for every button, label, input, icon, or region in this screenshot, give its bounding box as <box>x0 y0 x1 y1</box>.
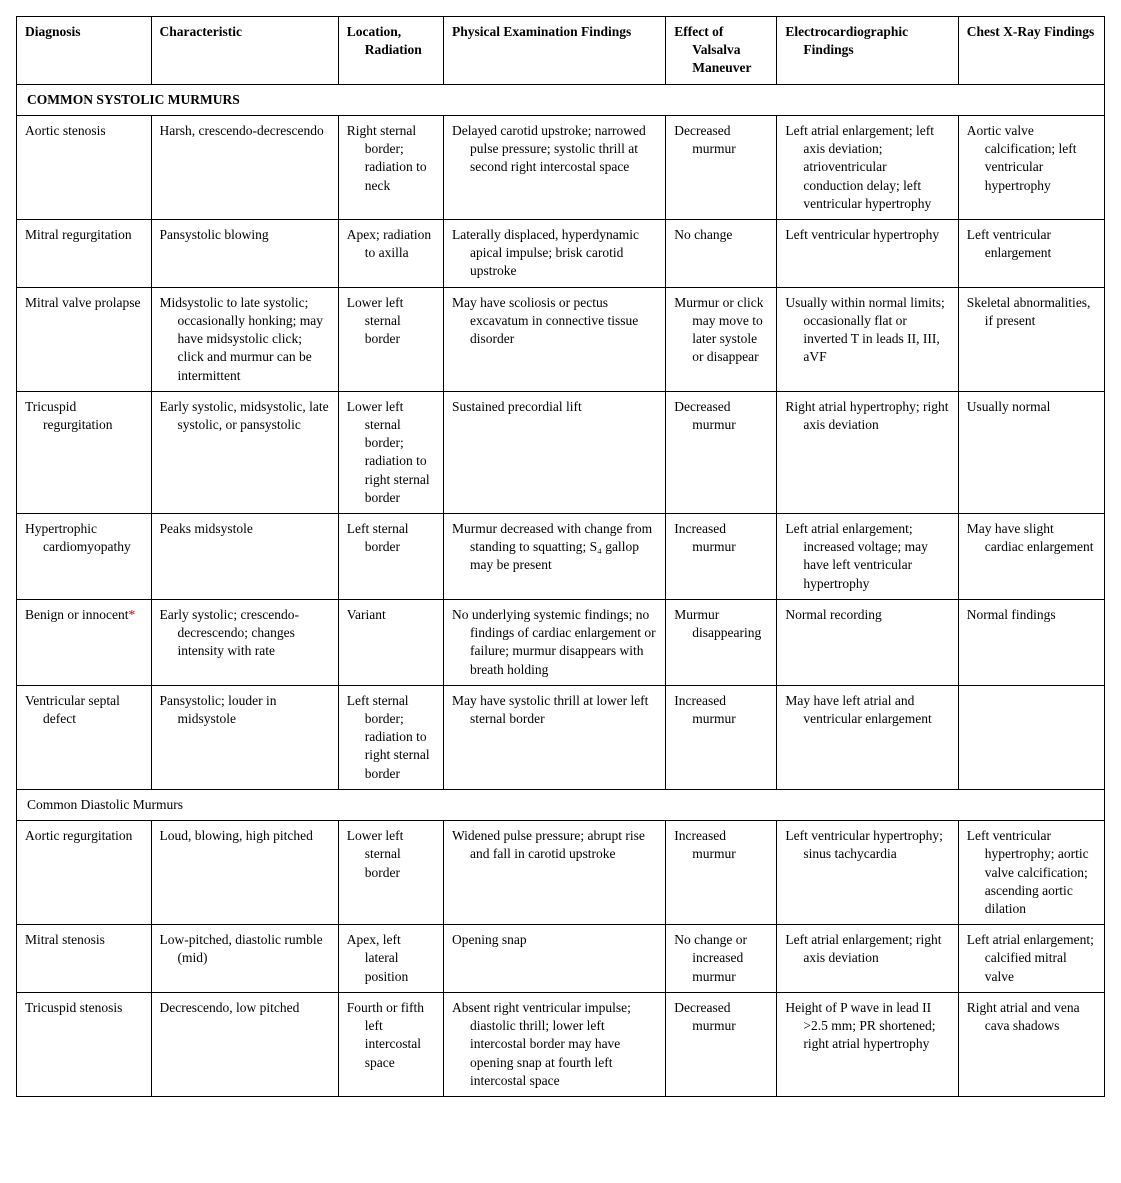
table-row: Mitral regurgitationPansystolic blowingA… <box>17 219 1105 287</box>
cell-xray: Normal findings <box>958 599 1104 685</box>
cell-location: Lower left sternal border <box>338 821 443 925</box>
cell-ecg: Left ventricular hypertrophy <box>777 219 958 287</box>
cell-diagnosis: Mitral regurgitation <box>17 219 152 287</box>
cell-characteristic: Pansystolic blowing <box>151 219 338 287</box>
col-diagnosis: Diagnosis <box>17 17 152 85</box>
table-row: Aortic regurgitationLoud, blowing, high … <box>17 821 1105 925</box>
cell-diagnosis: Mitral valve prolapse <box>17 287 152 391</box>
cell-location: Lower left sternal border <box>338 287 443 391</box>
col-location: Location, Radiation <box>338 17 443 85</box>
cell-location: Variant <box>338 599 443 685</box>
table-row: Mitral valve prolapseMidsystolic to late… <box>17 287 1105 391</box>
cell-ecg: May have left atrial and ventricular enl… <box>777 685 958 789</box>
table-body: COMMON SYSTOLIC MURMURSAortic stenosisHa… <box>17 84 1105 1096</box>
section-row: COMMON SYSTOLIC MURMURS <box>17 84 1105 115</box>
cell-xray: Aortic valve calcification; left ventric… <box>958 115 1104 219</box>
table-row: Tricuspid regurgitationEarly systolic, m… <box>17 391 1105 513</box>
cell-xray: May have slight cardiac enlargement <box>958 514 1104 600</box>
cell-diagnosis: Mitral stenosis <box>17 925 152 993</box>
cell-characteristic: Early systolic, midsystolic, late systol… <box>151 391 338 513</box>
cell-valsalva: Decreased murmur <box>666 391 777 513</box>
footnote-asterisk: * <box>128 607 135 622</box>
cell-location: Fourth or fifth left intercostal space <box>338 992 443 1096</box>
cell-characteristic: Low-pitched, diastolic rumble (mid) <box>151 925 338 993</box>
cell-ecg: Normal recording <box>777 599 958 685</box>
cell-diagnosis: Aortic regurgitation <box>17 821 152 925</box>
cell-location: Right sternal border; radiation to neck <box>338 115 443 219</box>
cell-findings: Laterally displaced, hyperdynamic apical… <box>443 219 665 287</box>
cell-xray: Right atrial and vena cava shadows <box>958 992 1104 1096</box>
cell-xray: Left ventricular enlargement <box>958 219 1104 287</box>
cell-xray: Left ventricular hypertrophy; aortic val… <box>958 821 1104 925</box>
cell-diagnosis: Aortic stenosis <box>17 115 152 219</box>
col-ecg: Electrocardiographic Findings <box>777 17 958 85</box>
cell-ecg: Left atrial enlargement; increased volta… <box>777 514 958 600</box>
cell-xray: Skeletal abnormalities, if present <box>958 287 1104 391</box>
col-xray: Chest X-Ray Findings <box>958 17 1104 85</box>
cell-findings: Widened pulse pressure; abrupt rise and … <box>443 821 665 925</box>
cell-ecg: Left ventricular hypertrophy; sinus tach… <box>777 821 958 925</box>
cell-characteristic: Loud, blowing, high pitched <box>151 821 338 925</box>
cell-findings: Opening snap <box>443 925 665 993</box>
cell-valsalva: No change or increased murmur <box>666 925 777 993</box>
table-row: Aortic stenosisHarsh, crescendo-decresce… <box>17 115 1105 219</box>
cell-characteristic: Peaks midsystole <box>151 514 338 600</box>
col-valsalva: Effect of Valsalva Maneuver <box>666 17 777 85</box>
col-findings: Physical Examination Findings <box>443 17 665 85</box>
cell-valsalva: No change <box>666 219 777 287</box>
section-row: Common Diastolic Murmurs <box>17 789 1105 820</box>
table-row: Tricuspid stenosisDecrescendo, low pitch… <box>17 992 1105 1096</box>
cell-diagnosis: Hypertrophic cardiomyopathy <box>17 514 152 600</box>
cell-location: Lower left sternal border; radiation to … <box>338 391 443 513</box>
cell-xray <box>958 685 1104 789</box>
cell-findings: May have scoliosis or pectus excavatum i… <box>443 287 665 391</box>
cell-ecg: Usually within normal limits; occasional… <box>777 287 958 391</box>
cell-location: Apex; radiation to axilla <box>338 219 443 287</box>
cell-valsalva: Murmur or click may move to later systol… <box>666 287 777 391</box>
cell-location: Apex, left lateral position <box>338 925 443 993</box>
cell-characteristic: Pansystolic; louder in midsystole <box>151 685 338 789</box>
cell-valsalva: Increased murmur <box>666 514 777 600</box>
cell-findings: Absent right ventricular impulse; diasto… <box>443 992 665 1096</box>
cell-diagnosis: Benign or innocent* <box>17 599 152 685</box>
cell-characteristic: Harsh, crescendo-decrescendo <box>151 115 338 219</box>
cell-location: Left sternal border <box>338 514 443 600</box>
cell-diagnosis: Tricuspid stenosis <box>17 992 152 1096</box>
cell-findings: Delayed carotid upstroke; narrowed pulse… <box>443 115 665 219</box>
col-characteristic: Characteristic <box>151 17 338 85</box>
cell-valsalva: Increased murmur <box>666 821 777 925</box>
cell-characteristic: Midsystolic to late systolic; occasional… <box>151 287 338 391</box>
cell-diagnosis: Ventricular septal defect <box>17 685 152 789</box>
table-row: Mitral stenosisLow-pitched, diastolic ru… <box>17 925 1105 993</box>
cell-findings: Sustained precordial lift <box>443 391 665 513</box>
table-row: Ventricular septal defectPansystolic; lo… <box>17 685 1105 789</box>
cell-ecg: Left atrial enlargement; left axis devia… <box>777 115 958 219</box>
cell-ecg: Left atrial enlargement; right axis devi… <box>777 925 958 993</box>
cell-xray: Usually normal <box>958 391 1104 513</box>
table-header: Diagnosis Characteristic Location, Radia… <box>17 17 1105 85</box>
cell-diagnosis: Tricuspid regurgitation <box>17 391 152 513</box>
cell-valsalva: Murmur disappearing <box>666 599 777 685</box>
cell-ecg: Height of P wave in lead II >2.5 mm; PR … <box>777 992 958 1096</box>
cell-findings: May have systolic thrill at lower left s… <box>443 685 665 789</box>
murmur-table: Diagnosis Characteristic Location, Radia… <box>16 16 1105 1097</box>
cell-characteristic: Decrescendo, low pitched <box>151 992 338 1096</box>
cell-valsalva: Increased murmur <box>666 685 777 789</box>
cell-characteristic: Early systolic; crescendo-decrescendo; c… <box>151 599 338 685</box>
cell-valsalva: Decreased murmur <box>666 992 777 1096</box>
cell-xray: Left atrial enlargement; calcified mitra… <box>958 925 1104 993</box>
cell-findings: No underlying systemic findings; no find… <box>443 599 665 685</box>
section-title: Common Diastolic Murmurs <box>17 789 1105 820</box>
table-row: Benign or innocent*Early systolic; cresc… <box>17 599 1105 685</box>
cell-valsalva: Decreased murmur <box>666 115 777 219</box>
cell-ecg: Right atrial hypertrophy; right axis dev… <box>777 391 958 513</box>
cell-findings: Murmur decreased with change from standi… <box>443 514 665 600</box>
cell-location: Left sternal border; radiation to right … <box>338 685 443 789</box>
table-row: Hypertrophic cardiomyopathyPeaks midsyst… <box>17 514 1105 600</box>
section-title: COMMON SYSTOLIC MURMURS <box>17 84 1105 115</box>
